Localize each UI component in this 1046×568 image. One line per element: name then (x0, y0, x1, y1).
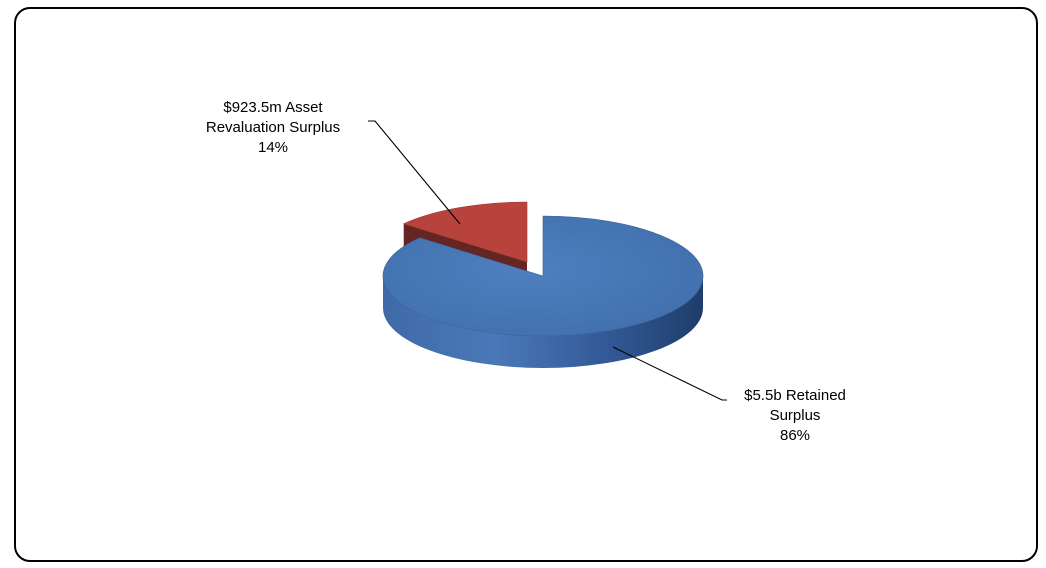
pie-slice-top (402, 201, 528, 263)
leader-line (368, 120, 461, 225)
pie-slice-side (383, 276, 703, 368)
pie-slice-retained-surplus (382, 215, 704, 368)
data-label-line: Surplus (770, 407, 821, 424)
data-label-retained-surplus: $5.5b Retained Surplus 86% (744, 387, 846, 444)
data-label-asset-revaluation-surplus: $923.5m Asset Revaluation Surplus 14% (206, 99, 340, 156)
data-label-line: $5.5b Retained (744, 387, 846, 404)
data-label-line: Revaluation Surplus (206, 119, 340, 136)
leader-line (612, 346, 727, 401)
pie-slice-top (382, 215, 704, 337)
data-label-line: 86% (780, 427, 810, 444)
data-label-line: $923.5m Asset (223, 99, 323, 116)
data-label-line: 14% (258, 139, 288, 156)
